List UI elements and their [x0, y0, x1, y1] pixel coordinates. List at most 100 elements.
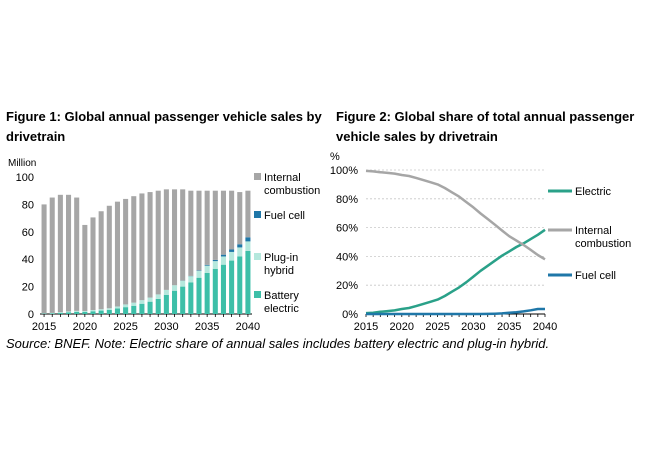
y-tick-label: 0: [28, 309, 34, 321]
bar-internal-combustion-2027: [139, 193, 145, 301]
bar-internal-combustion-2039: [237, 192, 243, 245]
bar-fuel-cell-2034: [196, 270, 202, 271]
x-tick-label: 2035: [195, 321, 219, 333]
y-tick-label: 40: [22, 254, 34, 266]
bar-internal-combustion-2029: [155, 190, 161, 295]
legend-label-fuel-cell: Fuel cell: [575, 270, 616, 282]
x-tick-label: 2015: [32, 321, 56, 333]
bar-plug-in-hybrid-2025: [123, 304, 129, 308]
bar-plug-in-hybrid-2018: [66, 311, 72, 313]
legend-label-electric: Electric: [575, 186, 612, 198]
y-tick-label: 40%: [336, 251, 358, 263]
legend-label-plug-in-hybrid: Plug-in hybrid: [264, 252, 298, 277]
x-tick-label: 2025: [113, 321, 137, 333]
legend-swatch-internal-combustion: [254, 173, 261, 180]
bar-battery-electric-2016: [49, 313, 55, 314]
bar-battery-electric-2018: [66, 312, 72, 314]
bar-internal-combustion-2018: [66, 194, 72, 312]
legend-swatch-battery-electric: [254, 291, 261, 298]
y-tick-label: 20%: [336, 280, 358, 292]
bar-internal-combustion-2031: [172, 189, 178, 286]
figure-1-title: Figure 1: Global annual passenger vehicl…: [6, 109, 322, 144]
bar-plug-in-hybrid-2017: [57, 312, 63, 313]
x-tick-label: 2020: [73, 321, 97, 333]
x-tick-label: 2030: [154, 321, 178, 333]
bar-battery-electric-2034: [196, 277, 202, 314]
bar-plug-in-hybrid-2021: [90, 310, 96, 312]
bar-plug-in-hybrid-2022: [98, 309, 104, 311]
y-axis-unit-label: Million: [8, 158, 36, 169]
bar-internal-combustion-2017: [57, 194, 63, 313]
bar-battery-electric-2025: [123, 307, 129, 314]
bar-fuel-cell-2035: [204, 264, 210, 266]
y-tick-label: 60%: [336, 223, 358, 235]
bar-plug-in-hybrid-2023: [106, 308, 112, 310]
bar-internal-combustion-2028: [147, 192, 153, 298]
x-tick-label: 2040: [236, 321, 260, 333]
bar-plug-in-hybrid-2033: [188, 276, 194, 283]
bar-plug-in-hybrid-2024: [114, 306, 120, 309]
y-tick-label: 100: [16, 172, 34, 184]
bar-battery-electric-2017: [57, 312, 63, 314]
bar-internal-combustion-2015: [41, 204, 47, 314]
y-tick-label: 0%: [342, 309, 358, 321]
bar-plug-in-hybrid-2020: [82, 310, 88, 312]
line-internal-combustion: [365, 169, 546, 261]
bar-battery-electric-2032: [180, 286, 186, 314]
bar-internal-combustion-2019: [74, 197, 80, 311]
bar-internal-combustion-2034: [196, 190, 202, 271]
legend-swatch-plug-in-hybrid: [254, 253, 261, 260]
y-axis-unit-label: %: [330, 151, 340, 163]
bar-battery-electric-2037: [220, 264, 226, 314]
bar-internal-combustion-2030: [163, 189, 169, 290]
y-tick-label: 80%: [336, 194, 358, 206]
bar-fuel-cell-2038: [229, 249, 235, 252]
bar-internal-combustion-2040: [245, 190, 251, 238]
figure-2-title: Figure 2: Global share of total annual p…: [336, 109, 635, 144]
legend-swatch-fuel-cell: [254, 211, 261, 218]
bar-plug-in-hybrid-2038: [229, 251, 235, 261]
bar-battery-electric-2022: [98, 310, 104, 314]
bar-internal-combustion-2020: [82, 224, 88, 311]
bar-battery-electric-2030: [163, 294, 169, 314]
bar-battery-electric-2026: [131, 305, 137, 314]
bar-internal-combustion-2016: [49, 197, 55, 313]
y-tick-label: 100%: [330, 165, 358, 177]
x-tick-label: 2030: [461, 321, 485, 333]
bar-battery-electric-2020: [82, 311, 88, 314]
x-tick-label: 2025: [425, 321, 449, 333]
bar-plug-in-hybrid-2029: [155, 294, 161, 299]
line-fuel-cell: [366, 307, 545, 316]
bar-battery-electric-2036: [212, 268, 218, 314]
bar-plug-in-hybrid-2019: [74, 310, 80, 312]
bar-internal-combustion-2024: [114, 201, 120, 307]
bar-plug-in-hybrid-2039: [237, 247, 243, 257]
bar-fuel-cell-2036: [212, 259, 218, 262]
bar-fuel-cell-2039: [237, 244, 243, 248]
bar-battery-electric-2028: [147, 301, 153, 314]
bar-battery-electric-2039: [237, 256, 243, 314]
line-electric: [365, 228, 546, 315]
bar-plug-in-hybrid-2034: [196, 270, 202, 278]
bar-internal-combustion-2032: [180, 189, 186, 281]
legend-label-fuel-cell: Fuel cell: [264, 210, 305, 222]
bar-plug-in-hybrid-2031: [172, 285, 178, 291]
legend-label-internal-combustion: Internal combustion: [264, 172, 320, 197]
bar-battery-electric-2038: [229, 260, 235, 314]
x-tick-label: 2015: [354, 321, 378, 333]
x-tick-label: 2040: [533, 321, 557, 333]
bar-internal-combustion-2036: [212, 190, 218, 260]
x-tick-label: 2035: [497, 321, 521, 333]
bar-battery-electric-2019: [74, 311, 80, 314]
bar-plug-in-hybrid-2036: [212, 261, 218, 269]
bar-plug-in-hybrid-2028: [147, 297, 153, 302]
bar-internal-combustion-2035: [204, 190, 210, 265]
bar-internal-combustion-2037: [220, 190, 226, 255]
source-note: Source: BNEF. Note: Electric share of an…: [6, 336, 550, 351]
legend-label-battery-electric: Battery electric: [264, 290, 299, 315]
bar-fuel-cell-2037: [220, 254, 226, 257]
bar-battery-electric-2031: [172, 290, 178, 314]
bar-plug-in-hybrid-2035: [204, 265, 210, 273]
bar-battery-electric-2035: [204, 272, 210, 314]
